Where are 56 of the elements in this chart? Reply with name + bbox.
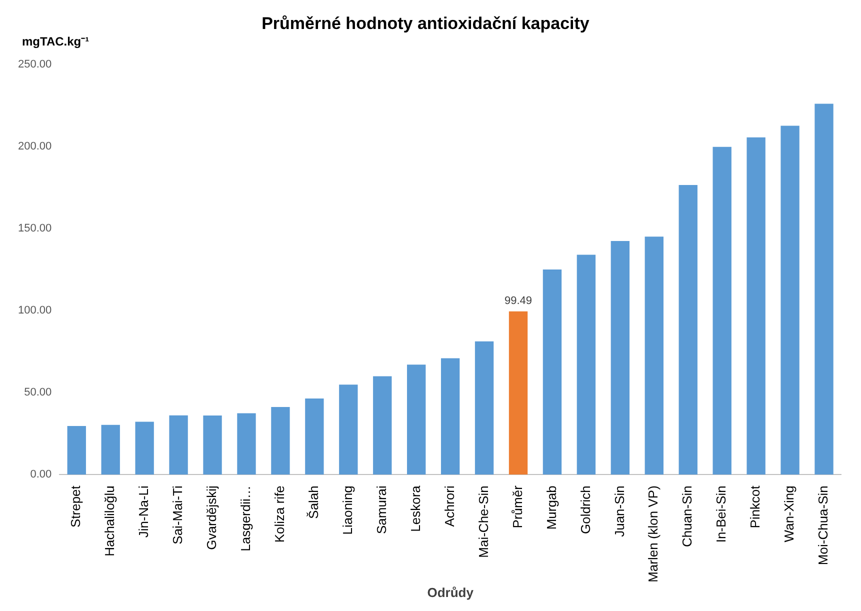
data-label: 99.49 <box>504 294 532 307</box>
bar <box>542 269 562 475</box>
bar <box>339 384 358 475</box>
bar <box>135 422 154 475</box>
bar <box>508 311 528 475</box>
bar <box>169 415 188 475</box>
x-tick-label: Murgab <box>544 486 559 530</box>
x-tick-label: Průměr <box>510 484 525 528</box>
x-tick-label: Jin-Na-Li <box>136 485 152 538</box>
y-tick-label: 50.00 <box>24 386 52 399</box>
chart-title: Průměrné hodnoty antioxidační kapacity <box>262 14 590 33</box>
x-tick-label: Lasgerdii… <box>238 486 254 552</box>
y-tick-label: 200.00 <box>18 140 52 152</box>
y-tick-label: 250.00 <box>18 58 52 70</box>
bar <box>271 406 290 475</box>
x-tick-label: Strepet <box>68 485 84 528</box>
bar <box>407 364 426 475</box>
x-tick-label: Samurai <box>374 485 389 534</box>
x-tick-label: Chuan-Sin <box>680 486 695 548</box>
bar <box>576 254 596 475</box>
bar <box>746 137 766 475</box>
x-tick-label: Moi-Chua-Sin <box>816 486 831 566</box>
bar <box>780 126 800 475</box>
bar <box>610 240 630 475</box>
bar <box>237 413 256 475</box>
x-axis-title: Odrůdy <box>427 584 474 600</box>
x-tick-label: Leskora <box>408 484 423 532</box>
bar <box>814 104 834 475</box>
x-tick-label: Šalah <box>306 486 322 519</box>
bar <box>644 236 664 475</box>
bar <box>712 146 732 475</box>
bar <box>67 426 86 475</box>
bar <box>474 341 494 475</box>
y-axis-title: mgTAC.kg⁻¹ <box>22 34 90 48</box>
x-tick-label: Koliza rife <box>272 486 288 543</box>
bar <box>305 398 324 475</box>
x-tick-label: Marlen (klon VP) <box>646 486 661 582</box>
x-tick-label: Pinkcot <box>748 485 763 528</box>
x-tick-label: Wan-Xing <box>782 486 797 542</box>
y-tick-label: 100.00 <box>18 304 52 317</box>
y-tick-label: 0.00 <box>30 468 52 481</box>
bar <box>101 424 120 475</box>
x-tick-label: Liaoning <box>340 486 355 535</box>
bar <box>203 416 222 475</box>
x-tick-label: Mai-Che-Sin <box>476 486 491 558</box>
bar <box>373 376 392 475</box>
x-tick-label: Hachaliloğlu <box>102 486 118 556</box>
bar <box>440 358 460 475</box>
x-tick-label: Gvardějskij <box>204 485 220 550</box>
bar <box>678 184 698 475</box>
x-tick-label: Sai-Mai-Ti <box>170 485 186 544</box>
x-tick-label: Achrori <box>442 485 457 527</box>
x-tick-label: In-Bei-Sin <box>714 486 729 543</box>
y-tick-label: 150.00 <box>18 222 52 235</box>
x-tick-label: Juan-Sin <box>612 486 627 537</box>
x-tick-label: Goldrich <box>578 486 593 534</box>
